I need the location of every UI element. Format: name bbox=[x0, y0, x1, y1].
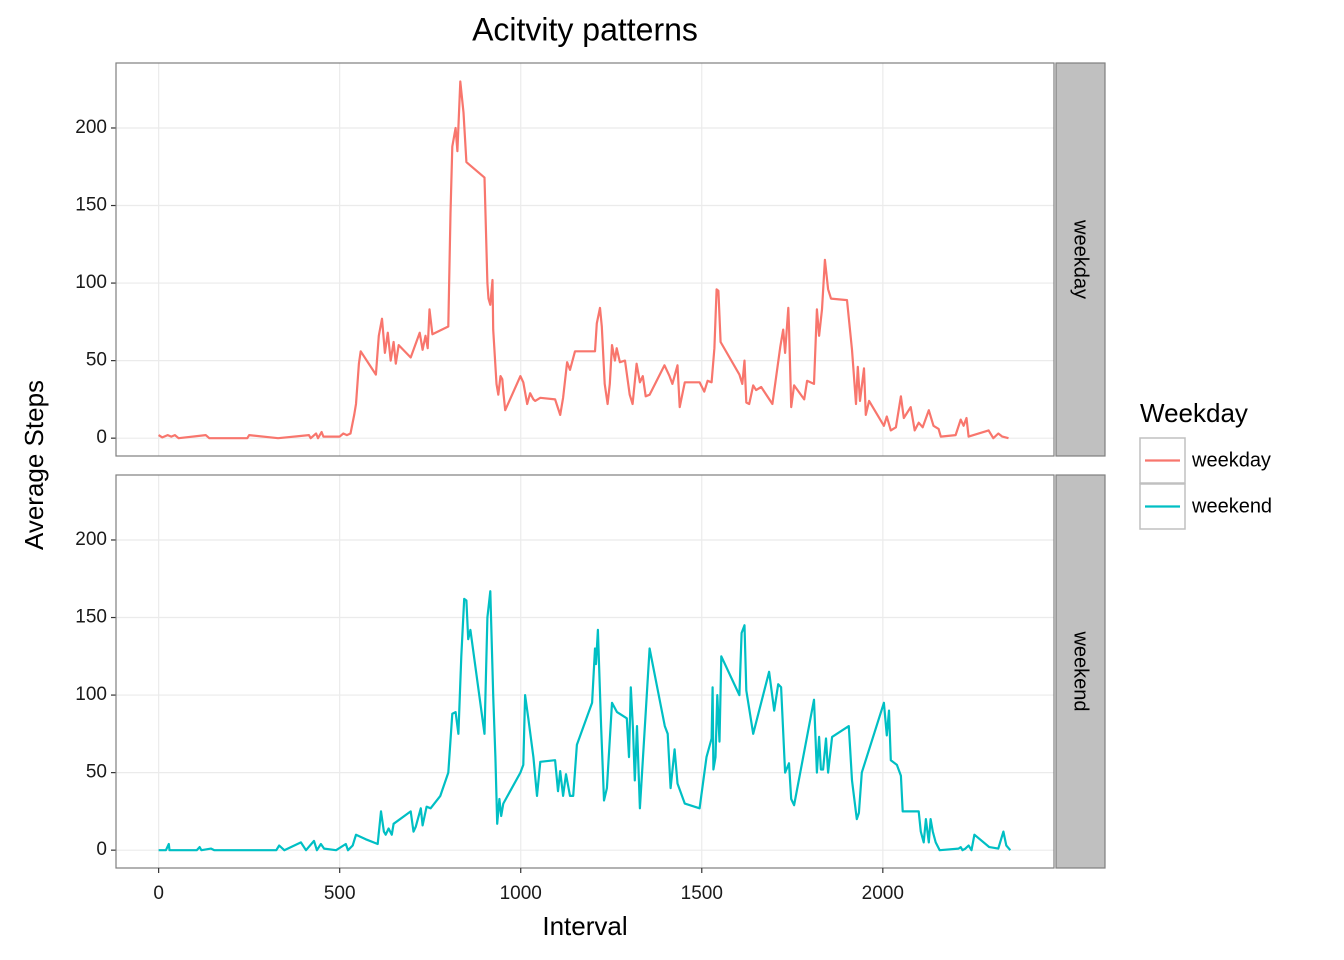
panel-border bbox=[115, 474, 1055, 869]
x-tick-label: 2000 bbox=[862, 883, 904, 904]
x-tick-label: 500 bbox=[324, 883, 356, 904]
y-axis-title: Average Steps bbox=[19, 380, 49, 550]
y-tick-label: 150 bbox=[75, 195, 107, 216]
y-tick-label: 100 bbox=[75, 684, 107, 705]
y-tick-label: 0 bbox=[96, 839, 107, 860]
x-tick-label: 1000 bbox=[500, 883, 542, 904]
y-tick-label: 200 bbox=[75, 529, 107, 550]
line bbox=[158, 590, 1012, 852]
strip bbox=[1055, 474, 1106, 869]
x-axis-title: Interval bbox=[542, 911, 627, 941]
y-tick-label: 0 bbox=[96, 427, 107, 448]
strip-label: weekend bbox=[1070, 630, 1092, 711]
y-tick-label: 50 bbox=[86, 762, 107, 783]
y-tick-label: 150 bbox=[75, 607, 107, 628]
legend-title: Weekday bbox=[1140, 398, 1248, 428]
y-tick-label: 100 bbox=[75, 272, 107, 293]
legend-label: weekend bbox=[1191, 495, 1272, 517]
x-tick-label: 1500 bbox=[681, 883, 723, 904]
strip-label: weekday bbox=[1070, 219, 1092, 299]
y-tick-label: 50 bbox=[86, 350, 107, 371]
line bbox=[158, 80, 1009, 440]
x-tick-label: 0 bbox=[153, 883, 164, 904]
panel-border bbox=[115, 62, 1055, 457]
y-tick-label: 200 bbox=[75, 117, 107, 138]
panel bbox=[116, 475, 1054, 868]
legend-label: weekday bbox=[1191, 449, 1271, 471]
chart-title: Acitvity patterns bbox=[472, 11, 698, 47]
panel bbox=[116, 63, 1054, 456]
strip bbox=[1055, 62, 1106, 457]
